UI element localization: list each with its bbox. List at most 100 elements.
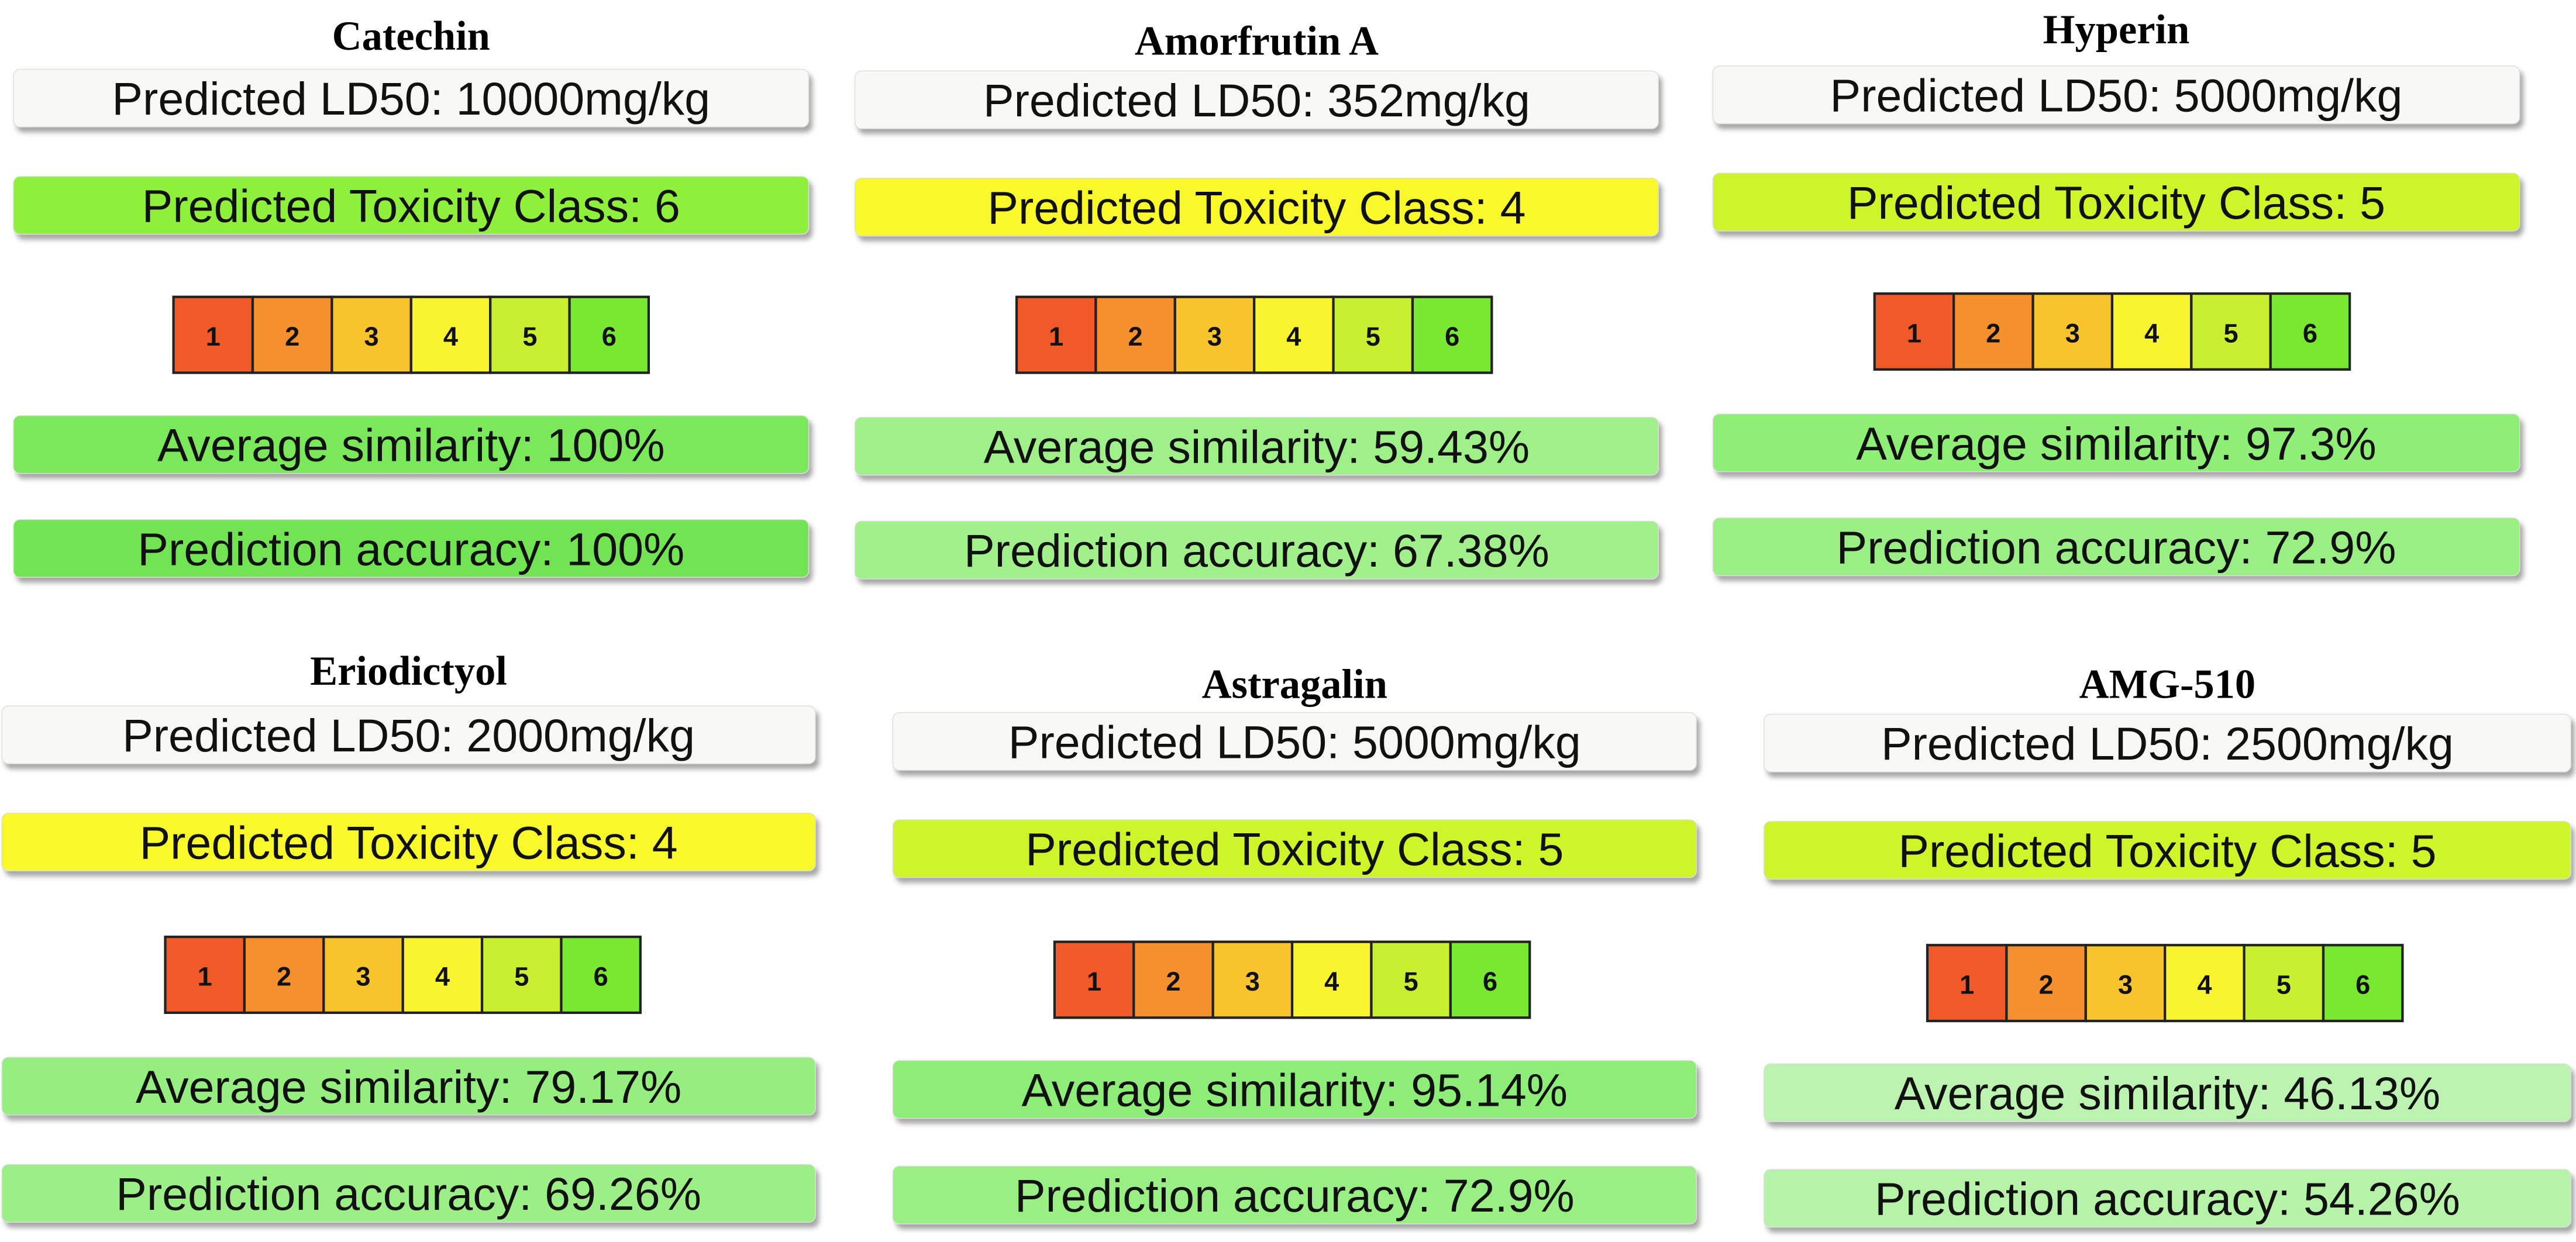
prediction-accuracy-box bbox=[892, 1165, 1697, 1224]
scale-cell bbox=[2322, 944, 2404, 1023]
ld50-box bbox=[854, 70, 1659, 129]
ld50-box bbox=[1, 705, 816, 764]
ld50-box bbox=[1764, 713, 2571, 772]
ld50-box bbox=[1712, 65, 2520, 125]
scale-cell bbox=[330, 295, 412, 374]
scale-cell bbox=[2269, 292, 2351, 371]
scale-label: 2 bbox=[1166, 967, 1180, 996]
compound-name: Catechin bbox=[332, 13, 490, 59]
scale-cell bbox=[1053, 940, 1135, 1019]
scale-label: 6 bbox=[2355, 970, 2370, 999]
ld50-text: Predicted LD50: 352mg/kg bbox=[983, 75, 1530, 126]
toxicity-class-box bbox=[1712, 172, 2520, 232]
scale-label: 5 bbox=[1366, 322, 1380, 351]
scale-cell bbox=[560, 936, 642, 1015]
average-similarity-text: Average similarity: 46.13% bbox=[1895, 1068, 2440, 1119]
average-similarity-box bbox=[892, 1060, 1697, 1119]
scale-label: 6 bbox=[1445, 322, 1459, 351]
toxicity-class-text: Predicted Toxicity Class: 5 bbox=[1898, 825, 2436, 877]
scale-cell bbox=[1926, 944, 2008, 1023]
scale-label: 5 bbox=[1404, 967, 1418, 996]
average-similarity-text: Average similarity: 95.14% bbox=[1022, 1064, 1568, 1116]
toxicity-class-box bbox=[854, 177, 1659, 237]
scale-cell bbox=[2164, 944, 2246, 1023]
result-panel: Astragalin Predicted LD50: 5000mg/kg Predi… bbox=[892, 662, 1697, 1224]
scale-label: 2 bbox=[285, 322, 299, 351]
scale-label: 1 bbox=[1959, 970, 1974, 999]
scale-cell bbox=[322, 936, 404, 1015]
toxicity-class-text: Predicted Toxicity Class: 4 bbox=[139, 817, 677, 868]
scale-label: 5 bbox=[514, 961, 529, 991]
scale-label: 2 bbox=[1128, 322, 1143, 351]
compound-name: Hyperin bbox=[2043, 7, 2190, 53]
prediction-accuracy-text: Prediction accuracy: 72.9% bbox=[1837, 522, 2396, 573]
ld50-text: Predicted LD50: 5000mg/kg bbox=[1830, 70, 2403, 122]
result-panel: Eriodictyol Predicted LD50: 2000mg/kg Pred… bbox=[1, 648, 816, 1223]
compound-name: AMG-510 bbox=[2079, 662, 2256, 708]
ld50-box bbox=[13, 68, 810, 127]
average-similarity-text: Average similarity: 97.3% bbox=[1856, 418, 2377, 470]
scale-label: 5 bbox=[2277, 970, 2291, 999]
toxicity-class-text: Predicted Toxicity Class: 5 bbox=[1847, 177, 2385, 229]
scale-label: 4 bbox=[2144, 318, 2159, 348]
scale-cell bbox=[568, 295, 650, 374]
result-panel: Amorfrutin A Predicted LD50: 352mg/kg Pred… bbox=[854, 19, 1659, 579]
scale-label: 3 bbox=[2118, 970, 2133, 999]
average-similarity-box bbox=[1764, 1063, 2571, 1122]
result-panel: AMG-510 Predicted LD50: 2500mg/kg Predicte… bbox=[1764, 662, 2571, 1228]
scale-label: 1 bbox=[1049, 322, 1063, 351]
scale-label: 6 bbox=[594, 961, 608, 991]
compound-name: Eriodictyol bbox=[310, 648, 507, 694]
scale-label: 1 bbox=[1087, 967, 1101, 996]
scale-cell bbox=[1370, 940, 1452, 1019]
prediction-accuracy-box bbox=[1712, 518, 2520, 577]
scale-label: 3 bbox=[364, 322, 379, 351]
average-similarity-text: Average similarity: 79.17% bbox=[136, 1061, 681, 1113]
toxicity-class-text: Predicted Toxicity Class: 4 bbox=[987, 182, 1525, 233]
prediction-accuracy-box bbox=[1764, 1169, 2571, 1228]
scale-cell bbox=[164, 936, 246, 1015]
scale-cell bbox=[1411, 295, 1493, 374]
ld50-text: Predicted LD50: 5000mg/kg bbox=[1008, 716, 1581, 768]
prediction-accuracy-box bbox=[854, 520, 1659, 579]
scale-label: 3 bbox=[2065, 318, 2080, 348]
prediction-accuracy-text: Prediction accuracy: 54.26% bbox=[1875, 1174, 2460, 1225]
scale-label: 6 bbox=[602, 322, 617, 351]
scale-label: 4 bbox=[443, 322, 458, 351]
scale-label: 6 bbox=[1483, 967, 1497, 996]
result-panel: Hyperin Predicted LD50: 5000mg/kg Predicte… bbox=[1712, 7, 2520, 577]
average-similarity-box bbox=[1, 1057, 816, 1116]
scale-cell bbox=[1952, 292, 2034, 371]
scale-label: 3 bbox=[1245, 967, 1260, 996]
scale-cell bbox=[489, 295, 571, 374]
scale-label: 4 bbox=[435, 961, 450, 991]
scale-cell bbox=[2084, 944, 2167, 1023]
scale-label: 2 bbox=[1986, 318, 2000, 348]
ld50-text: Predicted LD50: 10000mg/kg bbox=[112, 73, 710, 125]
scale-label: 5 bbox=[522, 322, 537, 351]
ld50-box bbox=[892, 712, 1697, 771]
prediction-accuracy-text: Prediction accuracy: 72.9% bbox=[1015, 1170, 1575, 1222]
average-similarity-text: Average similarity: 100% bbox=[157, 420, 665, 471]
compound-name: Astragalin bbox=[1202, 662, 1387, 708]
prediction-accuracy-box bbox=[1, 1164, 816, 1223]
scale-label: 4 bbox=[2197, 970, 2212, 999]
scale-cell bbox=[1449, 940, 1531, 1019]
scale-cell bbox=[2005, 944, 2087, 1023]
toxicity-class-box bbox=[1, 812, 816, 872]
scale-label: 4 bbox=[1286, 322, 1301, 351]
scale-cell bbox=[1132, 940, 1214, 1019]
toxicity-class-text: Predicted Toxicity Class: 5 bbox=[1025, 824, 1563, 875]
compound-name: Amorfrutin A bbox=[1135, 19, 1379, 64]
prediction-accuracy-text: Prediction accuracy: 100% bbox=[137, 523, 684, 575]
toxicity-class-text: Predicted Toxicity Class: 6 bbox=[142, 181, 680, 232]
scale-label: 2 bbox=[2039, 970, 2054, 999]
scale-label: 5 bbox=[2223, 318, 2238, 348]
ld50-text: Predicted LD50: 2500mg/kg bbox=[1881, 718, 2454, 770]
scale-cell bbox=[480, 936, 563, 1015]
scale-label: 3 bbox=[356, 961, 370, 991]
prediction-accuracy-box bbox=[13, 519, 810, 578]
result-panel: Catechin Predicted LD50: 10000mg/kg Predic… bbox=[13, 13, 810, 578]
